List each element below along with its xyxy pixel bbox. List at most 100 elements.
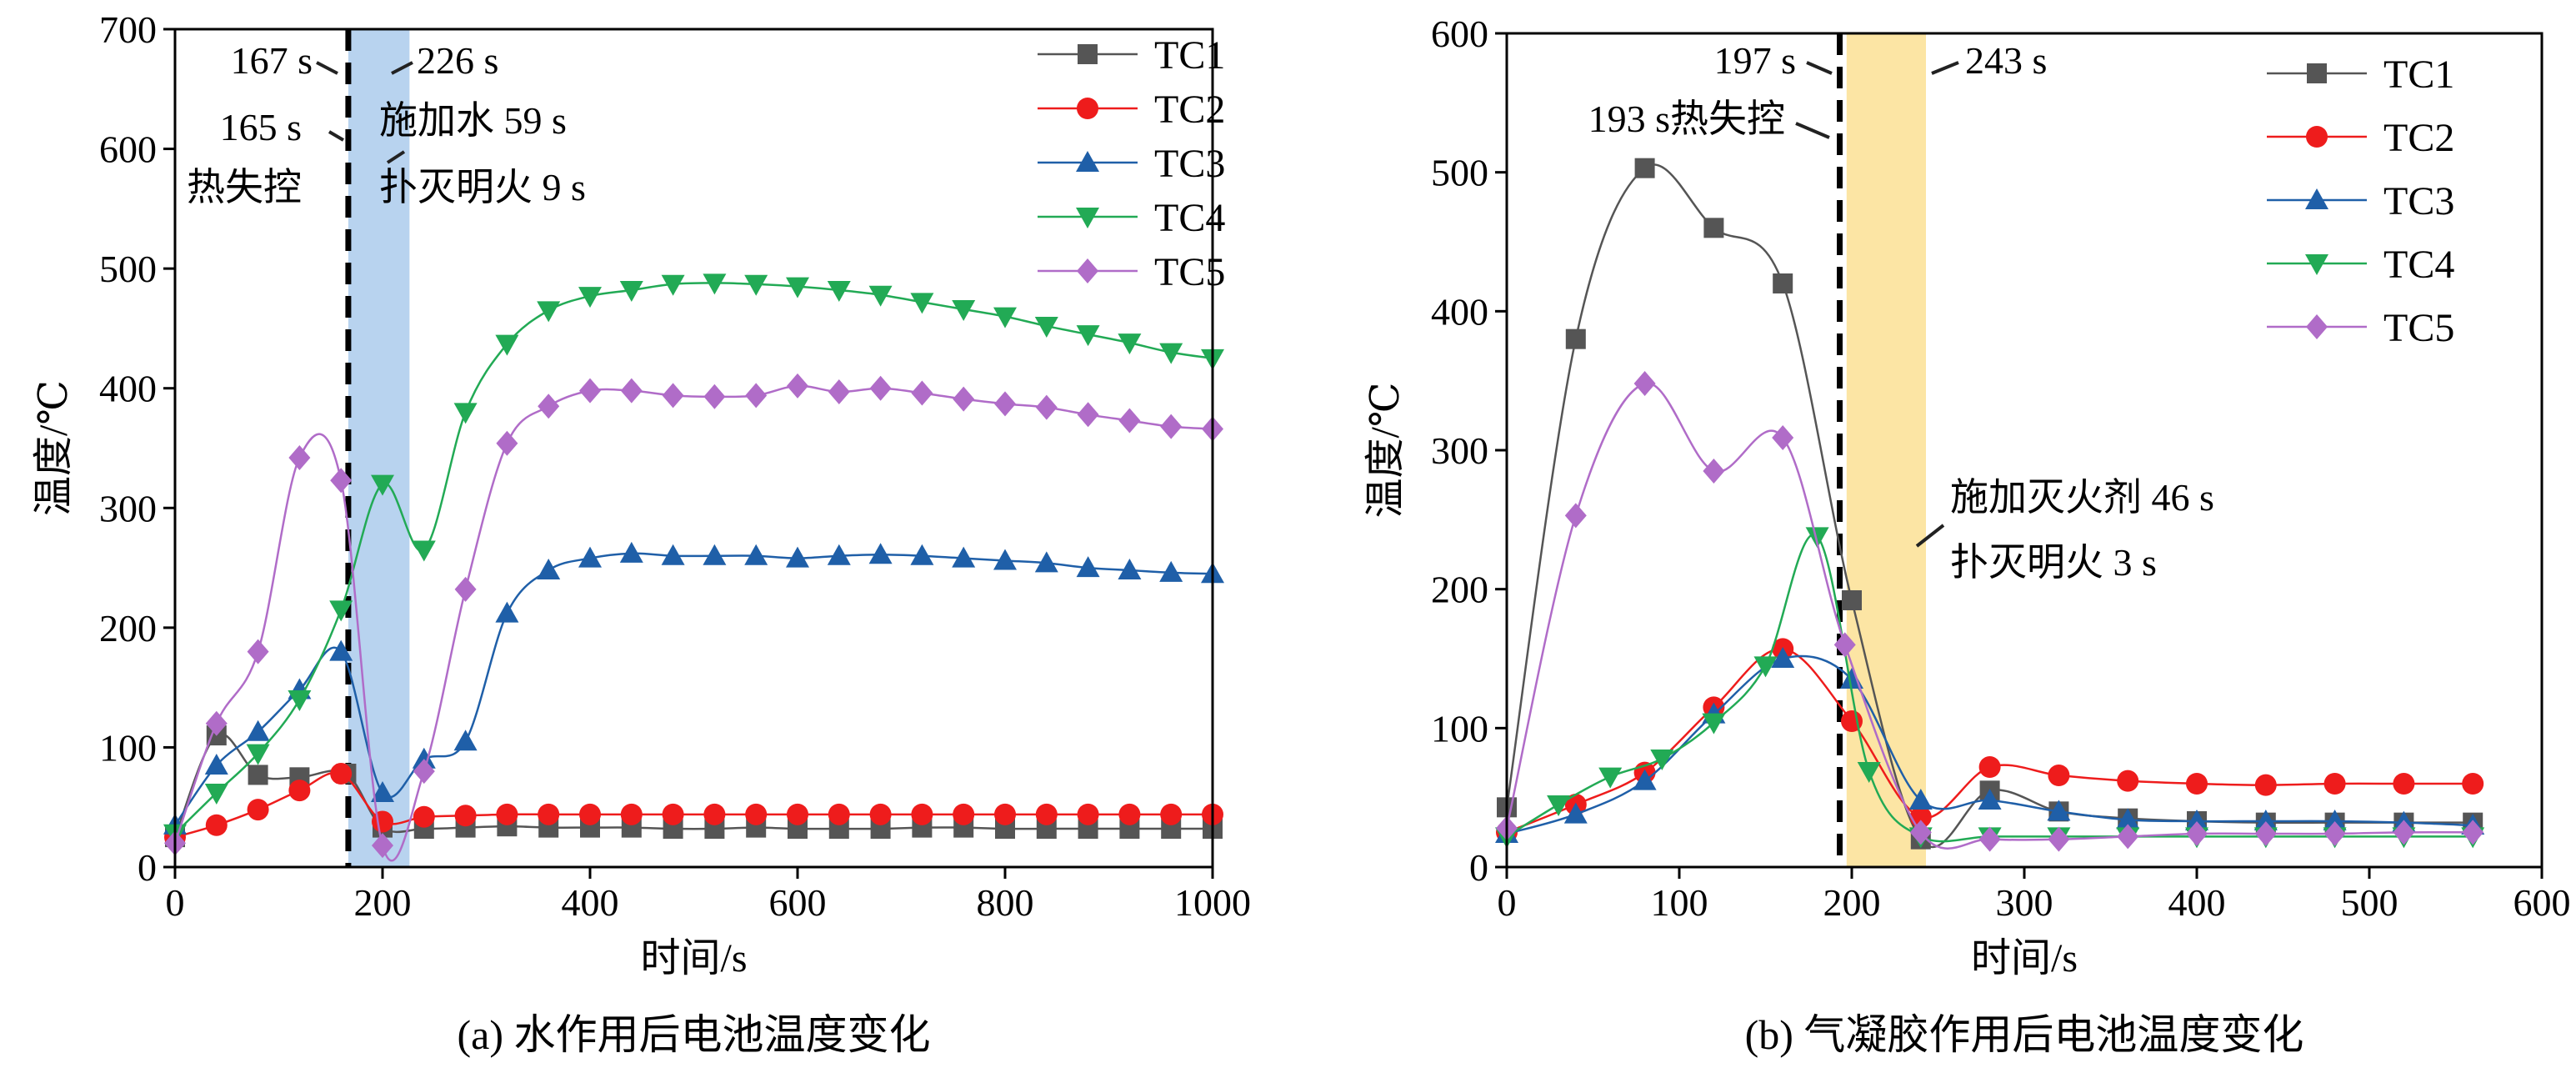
data-point-tc2 [2462,773,2484,795]
data-point-tc5 [1909,820,1932,845]
data-point-tc3 [1076,556,1100,578]
data-point-tc5 [828,379,850,405]
data-point-tc3 [371,780,394,802]
data-point-tc2 [2393,773,2415,795]
data-point-tc5 [1633,371,1656,396]
data-point-tc3 [952,546,976,568]
data-point-tc4 [329,600,353,622]
x-tick-label: 600 [769,881,827,924]
series-line-tc4 [174,282,1213,835]
y-tick-label: 400 [99,368,157,410]
data-point-tc5 [1772,425,1794,450]
data-point-tc2 [828,803,850,825]
legend-marker-tc3 [2305,188,2328,209]
data-point-tc4 [371,474,394,496]
y-tick-label: 600 [1431,13,1488,55]
shaded-region [348,29,410,867]
x-axis-label: 时间/s [640,936,747,980]
figure-caption: (a) 水作用后电池温度变化 [458,1011,931,1058]
legend-marker-tc4 [2305,254,2328,275]
y-tick-label: 100 [1431,707,1488,750]
data-point-tc3 [1633,769,1657,790]
data-point-tc5 [2462,820,2484,845]
data-point-tc5 [1118,408,1141,434]
x-tick-label: 0 [1498,881,1517,924]
legend-marker-tc2 [1077,98,1098,119]
annotation-leader [1931,61,1959,75]
data-point-tc4 [288,690,312,711]
series-tc5 [1496,371,2484,852]
series-tc3 [1495,647,2485,843]
annotation-text: 施加水 59 s [379,99,567,142]
legend-label-tc3: TC3 [1154,142,1225,186]
data-point-tc4 [453,403,478,424]
legend: TC1 TC2 TC3 TC4 TC5 [1038,33,1225,294]
data-point-tc2 [454,805,477,827]
data-point-tc1 [1842,590,1862,610]
y-axis-label: 温度/℃ [32,380,76,516]
panel-a: 0 200 400 600 800 1000 0 100 200 300 400 500 600 700 时… [32,8,1251,1058]
data-point-tc3 [1034,551,1058,573]
data-point-tc4 [246,744,270,765]
data-point-tc2 [703,803,726,825]
legend-marker-tc1 [2307,63,2327,83]
series-line-tc5 [173,384,1213,862]
data-point-tc2 [620,803,643,825]
data-point-tc5 [953,386,975,412]
x-tick-label: 1000 [1174,881,1251,924]
data-point-tc4 [1857,762,1881,783]
data-point-tc2 [496,803,518,825]
data-point-tc3 [2047,800,2071,821]
data-point-tc5 [2323,821,2346,846]
x-tick-label: 600 [2513,881,2571,924]
annotation-text: 施加灭火剂 46 s [1950,476,2214,519]
y-tick-label: 700 [99,8,157,51]
y-tick-label: 0 [1469,846,1488,889]
legend-label-tc5: TC5 [2383,306,2454,350]
data-point-tc3 [1118,558,1142,579]
series-line-tc1 [173,732,1213,838]
data-point-tc1 [1703,218,1724,238]
data-point-tc3 [1563,802,1588,824]
data-point-tc4 [204,783,228,805]
data-point-tc2 [2117,770,2139,792]
x-tick-label: 200 [354,881,412,924]
plot-frame [173,28,1214,869]
data-point-tc2 [662,803,684,825]
legend-marker-tc2 [2306,126,2328,148]
data-point-tc5 [1035,394,1058,420]
legend-marker-tc5 [2306,314,2328,339]
data-point-tc3 [495,601,519,623]
y-tick-label: 100 [99,726,157,769]
y-tick-label: 500 [99,248,157,290]
data-point-tc3 [1159,560,1183,582]
x-axis-label: 时间/s [1971,936,2078,980]
data-point-tc4 [1547,795,1571,816]
data-point-tc3 [2323,810,2347,830]
data-point-tc2 [2323,773,2346,795]
annotation-text: 165 s [220,106,302,148]
data-point-tc4 [827,280,851,302]
data-point-tc5 [2254,821,2277,846]
data-point-tc1 [1634,158,1655,178]
data-point-tc5 [1077,402,1099,428]
data-point-tc5 [1833,632,1856,658]
data-point-tc5 [994,391,1016,417]
x-tick-label: 300 [1996,881,2053,924]
legend-label-tc1: TC1 [2383,53,2454,97]
data-point-tc4 [1805,527,1829,549]
series-tc1 [165,725,1223,848]
data-point-tc5 [620,378,643,404]
data-point-tc5 [330,468,353,494]
data-point-tc2 [953,803,975,825]
legend-label-tc2: TC2 [2383,116,2454,160]
legend: TC1 TC2 TC3 TC4 TC5 [2267,53,2454,350]
data-point-tc2 [1035,803,1058,825]
series-line-tc2 [174,771,1213,839]
data-point-tc3 [703,544,727,565]
panel-b: 0 100 200 300 400 500 600 0 100 200 300 400 500 600 时间… [1363,13,2571,1058]
data-point-tc2 [994,803,1016,825]
x-tick-label: 500 [2341,881,2398,924]
annotation-leader [1806,61,1833,75]
